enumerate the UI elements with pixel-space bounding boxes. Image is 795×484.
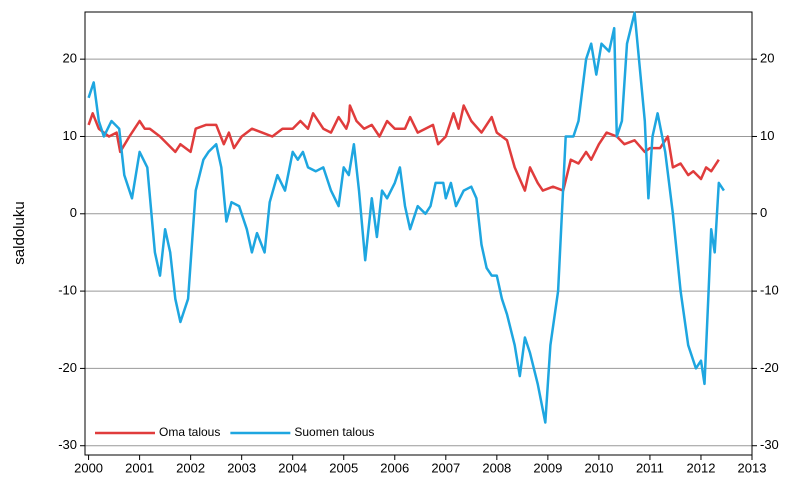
data-line	[87, 11, 725, 424]
legend-background	[228, 424, 424, 442]
x-tick-label: 2007	[431, 460, 460, 475]
y2-tick-label: 10	[760, 128, 774, 143]
legend-label: Oma talous	[159, 425, 220, 439]
legend-background	[93, 424, 258, 442]
x-tick-label: 2004	[278, 460, 307, 475]
x-tick-label: 2009	[533, 460, 562, 475]
y2-tick-label: -20	[760, 360, 779, 375]
x-tick-label: 2005	[329, 460, 358, 475]
y-tick-label: 20	[63, 51, 77, 66]
x-tick-label: 2008	[482, 460, 511, 475]
x-tick-label: 2013	[738, 460, 767, 475]
y-tick-label: -30	[58, 437, 77, 452]
x-tick-label: 2000	[74, 460, 103, 475]
y2-tick-label: -30	[760, 437, 779, 452]
x-tick-label: 2010	[584, 460, 613, 475]
x-tick-label: 2012	[687, 460, 716, 475]
x-tick-label: 2011	[636, 460, 664, 475]
x-tick-label: 2003	[227, 460, 256, 475]
y2-tick-label: -10	[760, 283, 779, 298]
data-line	[87, 104, 720, 192]
x-tick-label: 2001	[125, 460, 154, 475]
y-axis-label: saldoluku	[11, 201, 28, 264]
y2-tick-label: 0	[760, 205, 767, 220]
legend: Oma talous Suomen talous	[93, 424, 424, 442]
y2-tick-label: 20	[760, 51, 774, 66]
y-tick-label: 10	[63, 128, 77, 143]
y-tick-label: 0	[70, 205, 77, 220]
y-tick-label: -20	[58, 360, 77, 375]
y-tick-label: -10	[58, 283, 77, 298]
legend-label: Suomen talous	[294, 425, 374, 439]
x-tick-label: 2006	[380, 460, 409, 475]
x-tick-label: 2002	[176, 460, 205, 475]
plot-frame	[84, 11, 753, 456]
